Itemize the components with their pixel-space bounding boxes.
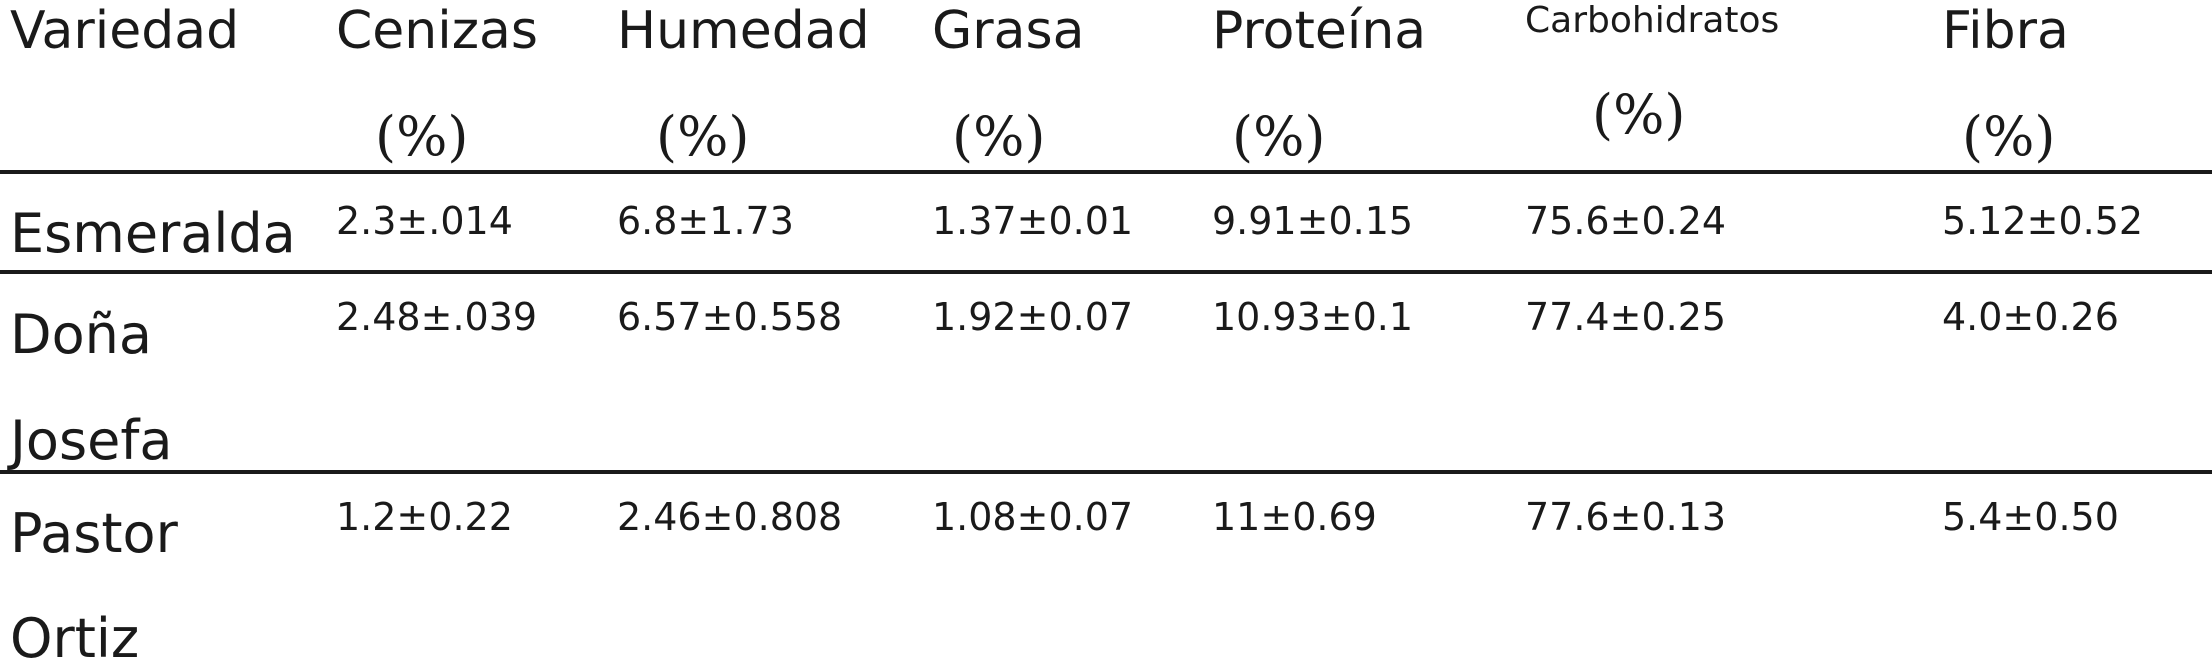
header-humedad-unit: (%) — [656, 105, 750, 168]
cell-grasa: 1.37±0.01 — [932, 199, 1134, 243]
header-humedad: Humedad — [617, 1, 870, 61]
cell-proteina: 10.93±0.1 — [1212, 295, 1414, 339]
header-proteina: Proteína — [1212, 1, 1427, 61]
header-fibra: Fibra — [1942, 1, 2069, 61]
header-cenizas-unit: (%) — [375, 105, 469, 168]
cell-proteina: 11±0.69 — [1212, 495, 1377, 539]
row-label: Doña — [10, 303, 152, 366]
row-label-line2: Josefa — [10, 409, 173, 472]
cell-carbohidratos: 77.6±0.13 — [1525, 495, 1727, 539]
row-label-line2: Ortiz — [10, 607, 140, 670]
header-carbohidratos: Carbohidratos — [1525, 0, 1780, 41]
row-label: Pastor — [10, 502, 178, 565]
header-proteina-unit: (%) — [1232, 105, 1326, 168]
cell-grasa: 1.08±0.07 — [932, 495, 1134, 539]
cell-carbohidratos: 75.6±0.24 — [1525, 199, 1727, 243]
cell-humedad: 2.46±0.808 — [617, 495, 843, 539]
cell-humedad: 6.8±1.73 — [617, 199, 794, 243]
cell-cenizas: 2.3±.014 — [336, 199, 513, 243]
row-rule — [0, 270, 2212, 274]
cell-proteina: 9.91±0.15 — [1212, 199, 1414, 243]
cell-grasa: 1.92±0.07 — [932, 295, 1134, 339]
header-fibra-unit: (%) — [1962, 105, 2056, 168]
cell-cenizas: 1.2±0.22 — [336, 495, 513, 539]
header-rule — [0, 170, 2212, 174]
header-variedad: Variedad — [10, 1, 240, 61]
header-grasa-unit: (%) — [952, 105, 1046, 168]
cell-fibra: 5.4±0.50 — [1942, 495, 2119, 539]
header-carbohidratos-unit: (%) — [1592, 83, 1686, 146]
row-label: Esmeralda — [10, 202, 296, 265]
header-grasa: Grasa — [932, 1, 1085, 61]
cell-fibra: 5.12±0.52 — [1942, 199, 2144, 243]
row-rule — [0, 470, 2212, 474]
cell-fibra: 4.0±0.26 — [1942, 295, 2119, 339]
cell-carbohidratos: 77.4±0.25 — [1525, 295, 1727, 339]
cell-cenizas: 2.48±.039 — [336, 295, 538, 339]
header-cenizas: Cenizas — [336, 1, 538, 61]
cell-humedad: 6.57±0.558 — [617, 295, 843, 339]
